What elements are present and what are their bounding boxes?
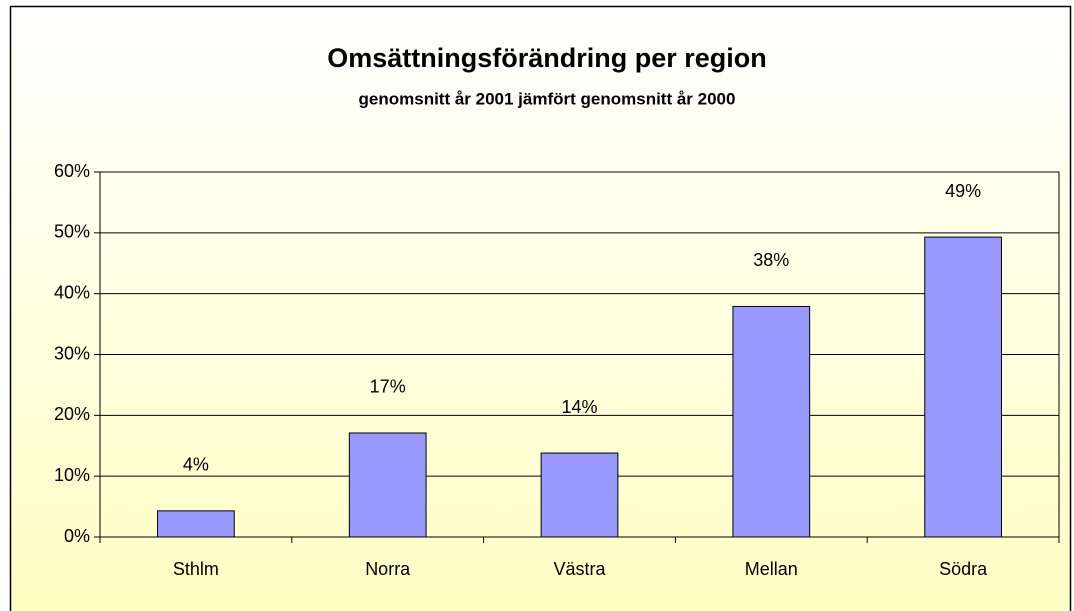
x-tick-label: Sthlm <box>173 559 219 579</box>
x-tick-label: Västra <box>553 559 606 579</box>
data-label: 49% <box>945 181 981 201</box>
chart-title: Omsättningsförändring per region <box>327 43 767 73</box>
x-tick-label: Mellan <box>745 559 798 579</box>
chart-frame <box>9 5 1072 611</box>
y-tick-label: 50% <box>54 222 90 242</box>
bar <box>732 305 811 538</box>
x-tick-label: Södra <box>939 559 988 579</box>
y-tick-label: 40% <box>54 282 90 302</box>
data-label: 17% <box>370 377 406 397</box>
y-tick-label: 20% <box>54 404 90 424</box>
y-tick-label: 10% <box>54 465 90 485</box>
chart-subtitle: genomsnitt år 2001 jämfört genomsnitt år… <box>359 89 736 108</box>
x-tick-label: Norra <box>365 559 411 579</box>
data-label: 4% <box>183 455 209 475</box>
bar <box>540 452 619 538</box>
bar <box>348 432 427 538</box>
y-tick-label: 0% <box>64 526 90 546</box>
y-tick-label: 30% <box>54 343 90 363</box>
y-tick-label: 60% <box>54 161 90 181</box>
data-label: 14% <box>561 397 597 417</box>
bar <box>157 510 235 538</box>
data-label: 38% <box>753 250 789 270</box>
bar <box>924 236 1002 538</box>
